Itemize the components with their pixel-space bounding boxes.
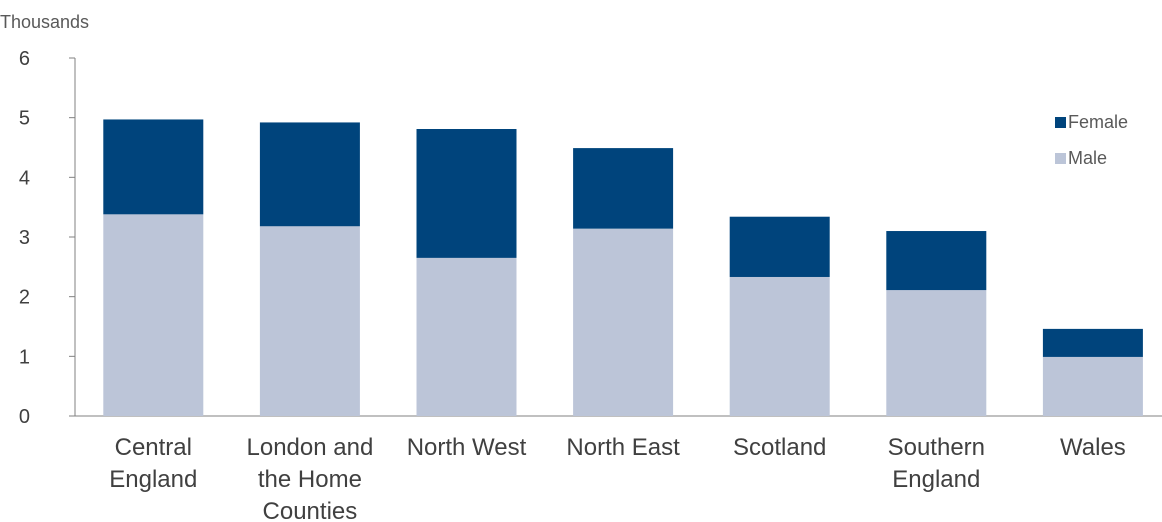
y-tick-label: 1	[19, 346, 30, 368]
bar-female	[1042, 328, 1143, 357]
y-tick-label: 0	[19, 406, 30, 428]
x-category-label: North West	[407, 434, 527, 461]
y-tick-label: 6	[19, 48, 30, 70]
bar-female	[886, 231, 987, 291]
x-category-label: London and the Home Counties	[247, 434, 374, 522]
bar-female	[103, 119, 204, 215]
bar-male	[259, 226, 360, 416]
bar-female	[729, 216, 830, 277]
bar-female	[416, 129, 517, 258]
bar-male	[886, 290, 987, 416]
y-tick-label: 5	[19, 108, 30, 130]
legend-swatch-male	[1055, 153, 1066, 164]
legend-label-female: Female	[1068, 112, 1128, 132]
y-axis-unit-label: Thousands	[0, 12, 89, 32]
x-category-label: Scotland	[733, 434, 826, 461]
bar-female	[573, 148, 674, 229]
x-category-label: Central England	[109, 434, 197, 493]
x-category-label: Wales	[1060, 434, 1126, 461]
bar-male	[573, 228, 674, 416]
x-axis-labels: Central England London and the Home Counties…	[109, 434, 1126, 522]
bar-male	[1042, 356, 1143, 416]
y-tick-label: 3	[19, 227, 30, 249]
x-category-label: Southern England	[888, 434, 985, 493]
legend: Female Male	[1055, 112, 1128, 168]
bar-male	[729, 276, 830, 416]
x-category-label: North East	[566, 434, 680, 461]
bar-male	[103, 214, 204, 416]
y-tick-label: 2	[19, 287, 30, 309]
bar-female	[259, 122, 360, 227]
bar-male	[416, 257, 517, 416]
legend-swatch-female	[1055, 117, 1066, 128]
bars-group	[103, 119, 1143, 416]
y-axis-ticks: 0 1 2 3 4 5 6	[19, 48, 75, 428]
y-tick-label: 4	[19, 167, 30, 189]
legend-label-male: Male	[1068, 148, 1107, 168]
